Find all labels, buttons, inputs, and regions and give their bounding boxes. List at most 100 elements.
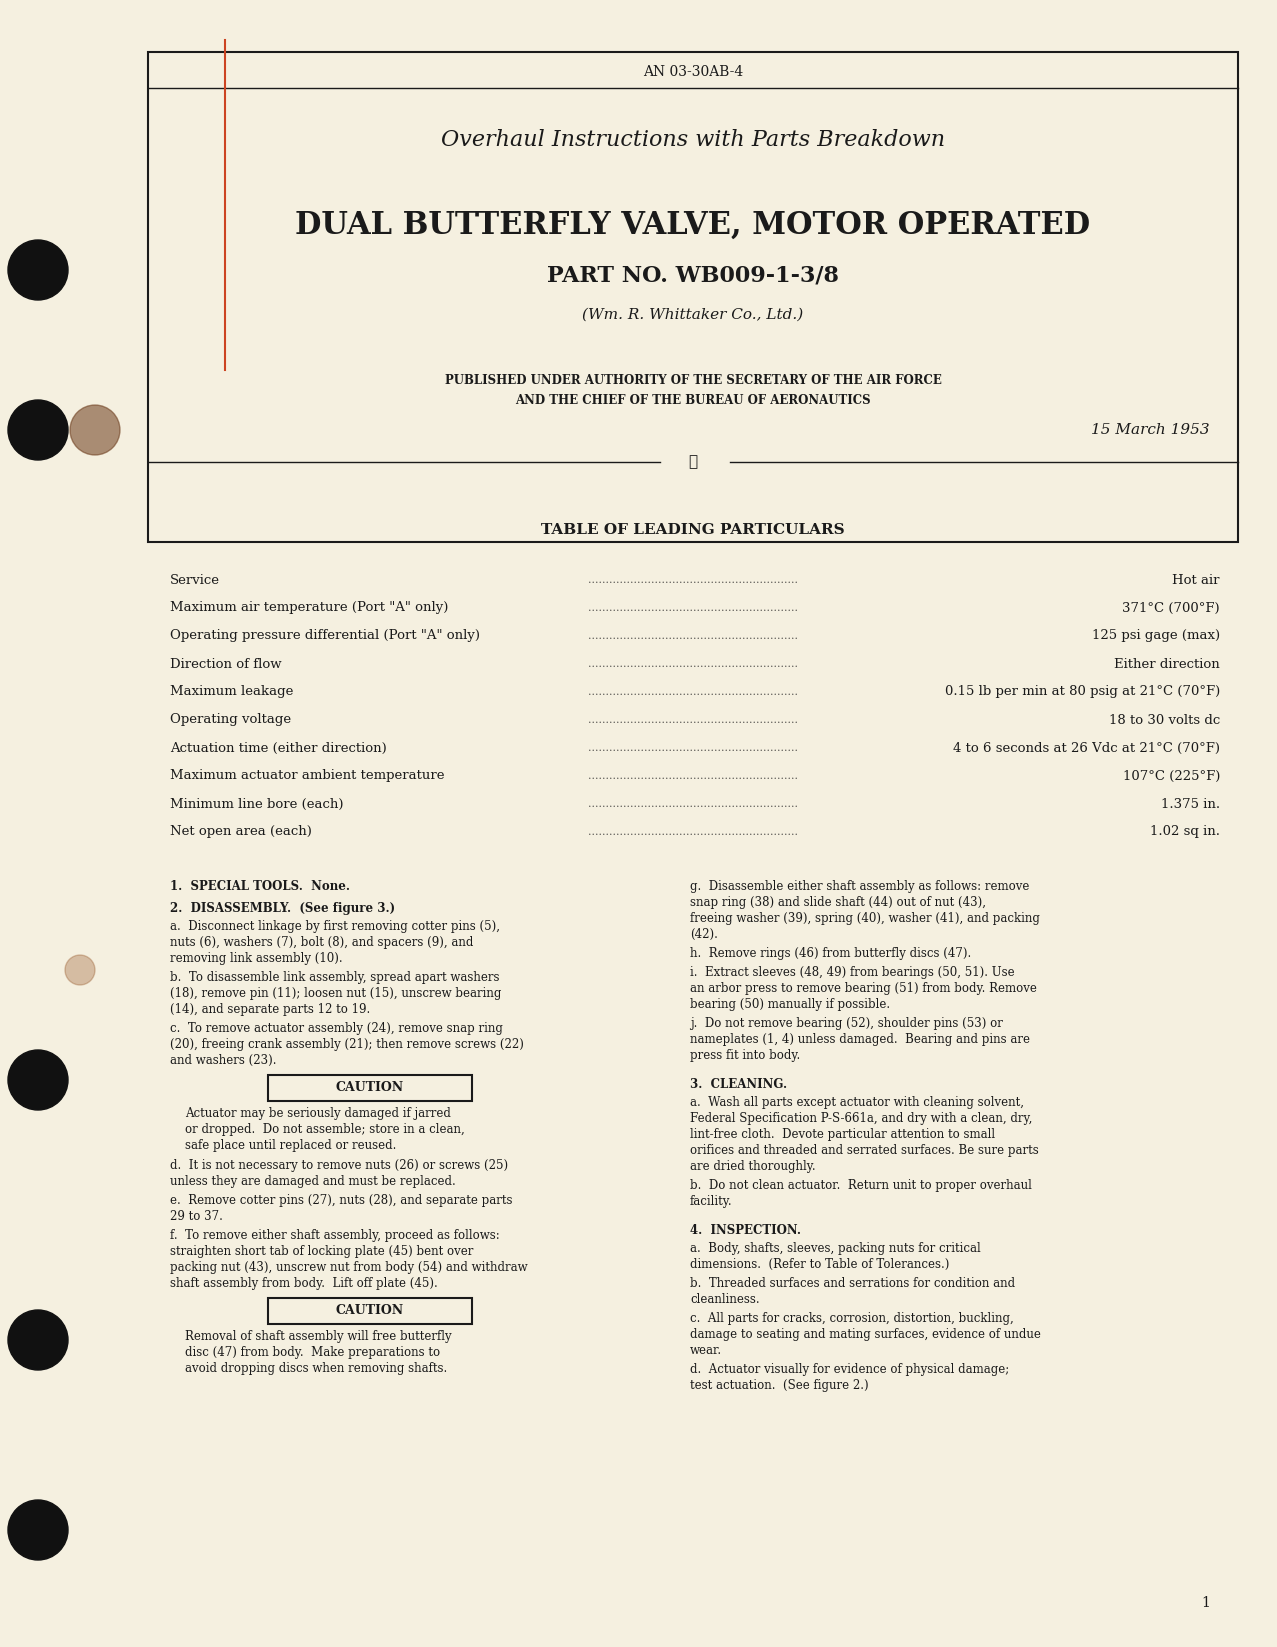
Text: facility.: facility.: [690, 1196, 733, 1207]
Text: Hot air: Hot air: [1172, 573, 1220, 586]
Circle shape: [8, 1051, 68, 1110]
Text: 371°C (700°F): 371°C (700°F): [1122, 601, 1220, 614]
Text: Either direction: Either direction: [1115, 657, 1220, 670]
Text: press fit into body.: press fit into body.: [690, 1049, 801, 1062]
Text: PART NO. WB009-1-3/8: PART NO. WB009-1-3/8: [547, 264, 839, 287]
Text: (42).: (42).: [690, 927, 718, 940]
Text: ............................................................: ........................................…: [587, 715, 798, 725]
Text: (Wm. R. Whittaker Co., Ltd.): (Wm. R. Whittaker Co., Ltd.): [582, 308, 803, 323]
Text: 1.02 sq in.: 1.02 sq in.: [1151, 825, 1220, 838]
Text: b.  Do not clean actuator.  Return unit to proper overhaul: b. Do not clean actuator. Return unit to…: [690, 1179, 1032, 1192]
Text: damage to seating and mating surfaces, evidence of undue: damage to seating and mating surfaces, e…: [690, 1327, 1041, 1341]
Text: a.  Wash all parts except actuator with cleaning solvent,: a. Wash all parts except actuator with c…: [690, 1095, 1024, 1108]
Text: 1: 1: [1202, 1596, 1211, 1611]
Text: Net open area (each): Net open area (each): [170, 825, 312, 838]
Text: a.  Disconnect linkage by first removing cotter pins (5),: a. Disconnect linkage by first removing …: [170, 921, 501, 932]
Text: ★: ★: [688, 455, 697, 469]
Circle shape: [8, 1500, 68, 1560]
Text: b.  To disassemble link assembly, spread apart washers: b. To disassemble link assembly, spread …: [170, 972, 499, 983]
Text: i.  Extract sleeves (48, 49) from bearings (50, 51). Use: i. Extract sleeves (48, 49) from bearing…: [690, 967, 1015, 978]
Text: orifices and threaded and serrated surfaces. Be sure parts: orifices and threaded and serrated surfa…: [690, 1145, 1038, 1156]
Text: g.  Disassemble either shaft assembly as follows: remove: g. Disassemble either shaft assembly as …: [690, 879, 1029, 893]
Text: Federal Specification P-S-661a, and dry with a clean, dry,: Federal Specification P-S-661a, and dry …: [690, 1112, 1032, 1125]
Circle shape: [8, 240, 68, 300]
Text: straighten short tab of locking plate (45) bent over: straighten short tab of locking plate (4…: [170, 1245, 474, 1258]
Text: PUBLISHED UNDER AUTHORITY OF THE SECRETARY OF THE AIR FORCE: PUBLISHED UNDER AUTHORITY OF THE SECRETA…: [444, 374, 941, 387]
Text: disc (47) from body.  Make preparations to: disc (47) from body. Make preparations t…: [185, 1346, 441, 1359]
Text: 4 to 6 seconds at 26 Vdc at 21°C (70°F): 4 to 6 seconds at 26 Vdc at 21°C (70°F): [953, 741, 1220, 754]
Text: packing nut (43), unscrew nut from body (54) and withdraw: packing nut (43), unscrew nut from body …: [170, 1262, 527, 1275]
Text: ............................................................: ........................................…: [587, 603, 798, 613]
Text: and washers (23).: and washers (23).: [170, 1054, 277, 1067]
Text: or dropped.  Do not assemble; store in a clean,: or dropped. Do not assemble; store in a …: [185, 1123, 465, 1136]
Text: ............................................................: ........................................…: [587, 799, 798, 809]
Text: d.  Actuator visually for evidence of physical damage;: d. Actuator visually for evidence of phy…: [690, 1364, 1009, 1375]
Text: 29 to 37.: 29 to 37.: [170, 1211, 223, 1224]
Text: Actuator may be seriously damaged if jarred: Actuator may be seriously damaged if jar…: [185, 1107, 451, 1120]
Text: wear.: wear.: [690, 1344, 722, 1357]
Text: nuts (6), washers (7), bolt (8), and spacers (9), and: nuts (6), washers (7), bolt (8), and spa…: [170, 935, 474, 949]
Text: 1.375 in.: 1.375 in.: [1161, 797, 1220, 810]
Text: ............................................................: ........................................…: [587, 631, 798, 641]
Text: are dried thoroughly.: are dried thoroughly.: [690, 1159, 816, 1173]
Text: an arbor press to remove bearing (51) from body. Remove: an arbor press to remove bearing (51) fr…: [690, 982, 1037, 995]
Text: removing link assembly (10).: removing link assembly (10).: [170, 952, 342, 965]
Text: Maximum leakage: Maximum leakage: [170, 685, 294, 698]
Text: (20), freeing crank assembly (21); then remove screws (22): (20), freeing crank assembly (21); then …: [170, 1038, 524, 1051]
Text: Maximum actuator ambient temperature: Maximum actuator ambient temperature: [170, 769, 444, 782]
Bar: [148, 53, 1237, 542]
Text: avoid dropping discs when removing shafts.: avoid dropping discs when removing shaft…: [185, 1362, 447, 1375]
Text: unless they are damaged and must be replaced.: unless they are damaged and must be repl…: [170, 1174, 456, 1187]
Text: CAUTION: CAUTION: [336, 1080, 404, 1094]
Circle shape: [65, 955, 94, 985]
Circle shape: [8, 400, 68, 460]
Text: 18 to 30 volts dc: 18 to 30 volts dc: [1108, 713, 1220, 726]
Text: freeing washer (39), spring (40), washer (41), and packing: freeing washer (39), spring (40), washer…: [690, 912, 1039, 926]
Text: 15 March 1953: 15 March 1953: [1092, 423, 1211, 436]
Text: DUAL BUTTERFLY VALVE, MOTOR OPERATED: DUAL BUTTERFLY VALVE, MOTOR OPERATED: [295, 209, 1091, 240]
Text: Overhaul Instructions with Parts Breakdown: Overhaul Instructions with Parts Breakdo…: [441, 128, 945, 152]
Text: CAUTION: CAUTION: [336, 1304, 404, 1318]
Text: ............................................................: ........................................…: [587, 827, 798, 837]
Text: Service: Service: [170, 573, 220, 586]
Text: Actuation time (either direction): Actuation time (either direction): [170, 741, 387, 754]
Text: ............................................................: ........................................…: [587, 687, 798, 697]
Text: snap ring (38) and slide shaft (44) out of nut (43),: snap ring (38) and slide shaft (44) out …: [690, 896, 986, 909]
Circle shape: [70, 405, 120, 455]
Text: AND THE CHIEF OF THE BUREAU OF AERONAUTICS: AND THE CHIEF OF THE BUREAU OF AERONAUTI…: [515, 394, 871, 407]
Text: Minimum line bore (each): Minimum line bore (each): [170, 797, 344, 810]
Text: dimensions.  (Refer to Table of Tolerances.): dimensions. (Refer to Table of Tolerance…: [690, 1258, 949, 1271]
Text: b.  Threaded surfaces and serrations for condition and: b. Threaded surfaces and serrations for …: [690, 1276, 1015, 1290]
Text: cleanliness.: cleanliness.: [690, 1293, 760, 1306]
Text: test actuation.  (See figure 2.): test actuation. (See figure 2.): [690, 1379, 868, 1392]
Text: Direction of flow: Direction of flow: [170, 657, 282, 670]
Text: Removal of shaft assembly will free butterfly: Removal of shaft assembly will free butt…: [185, 1331, 452, 1342]
Text: 125 psi gage (max): 125 psi gage (max): [1092, 629, 1220, 642]
Text: j.  Do not remove bearing (52), shoulder pins (53) or: j. Do not remove bearing (52), shoulder …: [690, 1016, 1002, 1029]
Text: ............................................................: ........................................…: [587, 771, 798, 781]
Text: lint-free cloth.  Devote particular attention to small: lint-free cloth. Devote particular atten…: [690, 1128, 995, 1141]
Text: ............................................................: ........................................…: [587, 743, 798, 753]
Text: safe place until replaced or reused.: safe place until replaced or reused.: [185, 1140, 396, 1151]
Text: 107°C (225°F): 107°C (225°F): [1122, 769, 1220, 782]
Text: (14), and separate parts 12 to 19.: (14), and separate parts 12 to 19.: [170, 1003, 370, 1016]
Text: bearing (50) manually if possible.: bearing (50) manually if possible.: [690, 998, 890, 1011]
Text: Operating pressure differential (Port "A" only): Operating pressure differential (Port "A…: [170, 629, 480, 642]
Text: nameplates (1, 4) unless damaged.  Bearing and pins are: nameplates (1, 4) unless damaged. Bearin…: [690, 1033, 1031, 1046]
Text: h.  Remove rings (46) from butterfly discs (47).: h. Remove rings (46) from butterfly disc…: [690, 947, 972, 960]
Text: Maximum air temperature (Port "A" only): Maximum air temperature (Port "A" only): [170, 601, 448, 614]
Text: AN 03-30AB-4: AN 03-30AB-4: [642, 64, 743, 79]
Text: 0.15 lb per min at 80 psig at 21°C (70°F): 0.15 lb per min at 80 psig at 21°C (70°F…: [945, 685, 1220, 698]
Text: a.  Body, shafts, sleeves, packing nuts for critical: a. Body, shafts, sleeves, packing nuts f…: [690, 1242, 981, 1255]
Text: ............................................................: ........................................…: [587, 659, 798, 669]
Text: ............................................................: ........................................…: [587, 575, 798, 585]
Text: f.  To remove either shaft assembly, proceed as follows:: f. To remove either shaft assembly, proc…: [170, 1229, 499, 1242]
Text: c.  To remove actuator assembly (24), remove snap ring: c. To remove actuator assembly (24), rem…: [170, 1023, 503, 1034]
Text: c.  All parts for cracks, corrosion, distortion, buckling,: c. All parts for cracks, corrosion, dist…: [690, 1313, 1014, 1324]
Text: Operating voltage: Operating voltage: [170, 713, 291, 726]
Text: e.  Remove cotter pins (27), nuts (28), and separate parts: e. Remove cotter pins (27), nuts (28), a…: [170, 1194, 512, 1207]
Text: (18), remove pin (11); loosen nut (15), unscrew bearing: (18), remove pin (11); loosen nut (15), …: [170, 987, 502, 1000]
Text: TABLE OF LEADING PARTICULARS: TABLE OF LEADING PARTICULARS: [541, 524, 845, 537]
Text: 2.  DISASSEMBLY.  (See figure 3.): 2. DISASSEMBLY. (See figure 3.): [170, 903, 395, 916]
Text: 4.  INSPECTION.: 4. INSPECTION.: [690, 1224, 801, 1237]
